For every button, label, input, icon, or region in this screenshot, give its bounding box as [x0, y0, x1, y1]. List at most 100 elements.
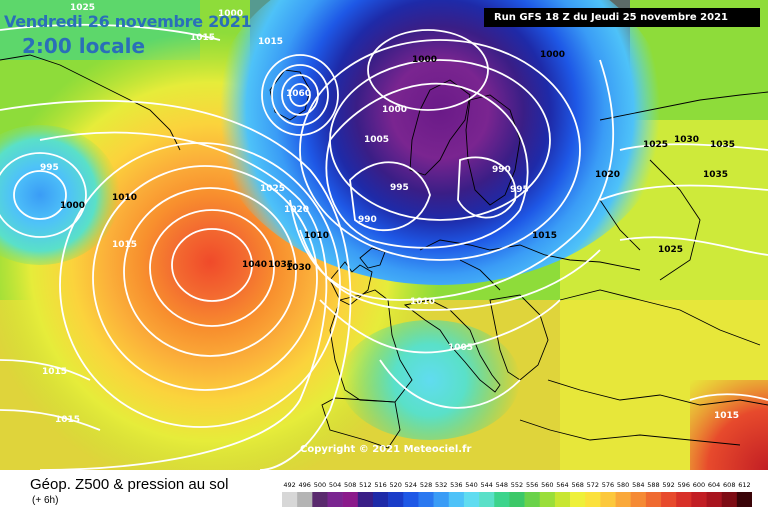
colorscale-tick-label: 600 [693, 481, 705, 489]
isobar-label: 1020 [284, 205, 309, 215]
colorscale-swatch [524, 492, 541, 507]
colorscale-tick-label: 500 [314, 481, 326, 489]
colorscale-tick-label: 592 [662, 481, 674, 489]
isobar-label: 1060 [286, 89, 311, 99]
colorscale-tick-label: 516 [374, 481, 386, 489]
colorscale-swatch [676, 492, 692, 507]
coastlines [0, 54, 768, 449]
isobar-label: 1015 [714, 411, 739, 421]
colorscale-swatch [600, 492, 616, 507]
colorscale-tick-label: 540 [465, 481, 477, 489]
colorscale-tick-label: 576 [602, 481, 614, 489]
isobar-label: 1025 [643, 140, 668, 150]
colorscale-tick-label: 564 [556, 481, 568, 489]
colorscale-swatch [630, 492, 647, 507]
colorscale-swatch [615, 492, 632, 507]
colorscale-swatch [494, 492, 510, 507]
colorscale-swatch [721, 492, 738, 507]
colorscale-tick-label: 612 [738, 481, 750, 489]
colorscale-swatch [357, 492, 374, 507]
colorscale-tick-label: 552 [511, 481, 523, 489]
isobar-label: 1015 [112, 240, 137, 250]
isobar-label: 1010 [304, 231, 329, 241]
isobar-lines [0, 23, 768, 470]
colorscale-tick-label: 584 [632, 481, 644, 489]
isobar-label: 1000 [218, 9, 243, 19]
isobar-label: 1015 [532, 231, 557, 241]
isobar-label: 1035 [710, 140, 735, 150]
isobar-label: 1005 [448, 343, 473, 353]
colorscale-tick-label: 520 [389, 481, 401, 489]
map-title: Géop. Z500 & pression au sol [30, 476, 229, 493]
west-low-field [0, 125, 120, 265]
geopotential-map: 1025 1000 1015 1015 1000 1000 1060 1000 … [0, 0, 768, 470]
isobar-label: 990 [492, 165, 511, 175]
isobar-label: 1015 [258, 37, 283, 47]
isobar-label: 1000 [60, 201, 85, 211]
colorscale-swatch [585, 492, 601, 507]
colorscale-swatch [388, 492, 404, 507]
colorscale-swatch [372, 492, 389, 507]
isobar-labels: 1025 1000 1015 1015 1000 1000 1060 1000 … [40, 3, 739, 425]
isobar-label: 1040 [242, 260, 267, 270]
colorscale-tick-label: 608 [723, 481, 735, 489]
copyright-text: Copyright © 2021 Meteociel.fr [300, 444, 472, 455]
isobar-label: 1015 [42, 367, 67, 377]
legend-footer: Géop. Z500 & pression au sol (+ 6h) 492 4… [0, 470, 768, 512]
colorscale-bar [282, 492, 752, 507]
colorscale-labels: 492 496 500 504 508 512 516 520 524 528 532 536 540 5… [283, 481, 750, 489]
forecast-date: Vendredi 26 novembre 2021 [4, 12, 252, 31]
isobar-label: 990 [358, 215, 377, 225]
colorscale-swatch [463, 492, 480, 507]
colorscale-swatch [297, 492, 313, 507]
isobar-label: 1015 [190, 33, 215, 43]
colorscale-swatch [448, 492, 465, 507]
isobar-label: 1035 [703, 170, 728, 180]
isobar-label: 1030 [674, 135, 699, 145]
colorscale-swatch [539, 492, 556, 507]
colorscale-tick-label: 496 [299, 481, 311, 489]
isobar-label: 1010 [410, 297, 435, 307]
isobar-label: 1000 [540, 50, 565, 60]
colorscale-tick-label: 532 [435, 481, 447, 489]
isobar-label: 1010 [112, 193, 137, 203]
isobar-label: 1025 [658, 245, 683, 255]
isobar-label: 1035 [268, 260, 293, 270]
mediterranean-field [340, 320, 520, 440]
colorscale-tick-label: 556 [526, 481, 538, 489]
colorscale-swatch [736, 492, 752, 507]
colorscale-tick-label: 596 [678, 481, 690, 489]
colorscale-swatch [479, 492, 495, 507]
isobar-label: 1030 [286, 263, 311, 273]
colorscale-tick-label: 548 [496, 481, 508, 489]
colorscale-swatch [433, 492, 450, 507]
colorscale-tick-label: 572 [587, 481, 599, 489]
isobar-label: 1005 [364, 135, 389, 145]
colorscale-swatch [570, 492, 586, 507]
isobar-label: 1025 [70, 3, 95, 13]
colorscale-tick-label: 508 [344, 481, 356, 489]
colorscale-tick-label: 604 [708, 481, 720, 489]
colorscale-tick-label: 560 [541, 481, 553, 489]
isobar-label: 1000 [412, 55, 437, 65]
isobar-label: 995 [510, 185, 529, 195]
colorscale-swatch [418, 492, 434, 507]
colorscale-tick-label: 528 [420, 481, 432, 489]
colorscale-tick-label: 588 [647, 481, 659, 489]
isobar-label: 1020 [595, 170, 620, 180]
colorscale-tick-label: 524 [405, 481, 417, 489]
isobar-label: 1000 [382, 105, 407, 115]
isobar-label: 1015 [55, 415, 80, 425]
colorscale-tick-label: 580 [617, 481, 629, 489]
colorscale-swatch [282, 492, 298, 507]
colorscale-swatch [706, 492, 722, 507]
colorscale-tick-label: 512 [359, 481, 371, 489]
colorscale-swatch [509, 492, 525, 507]
isobar-label: 995 [40, 163, 59, 173]
colorscale-swatch [554, 492, 571, 507]
model-run-info: Run GFS 18 Z du Jeudi 25 novembre 2021 [483, 8, 760, 27]
colorscale-tick-label: 492 [283, 481, 295, 489]
colorscale-swatch [645, 492, 662, 507]
forecast-offset: (+ 6h) [32, 495, 59, 506]
